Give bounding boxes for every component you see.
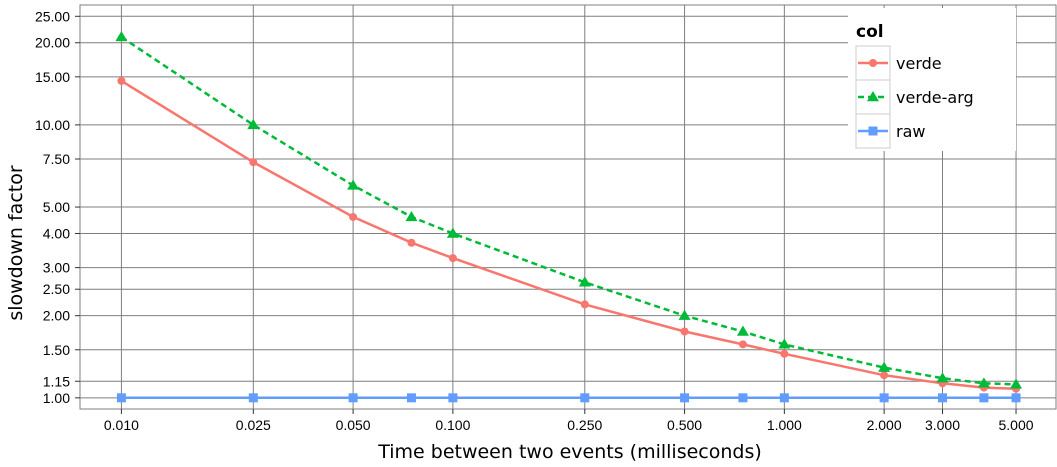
data-point-verde-arg <box>405 210 418 222</box>
data-point-raw <box>116 393 126 403</box>
series-raw <box>116 393 1021 403</box>
data-point-verde-arg <box>115 30 128 42</box>
x-tick-label: 0.500 <box>667 417 702 433</box>
data-point-raw <box>580 393 590 403</box>
legend-key-marker <box>869 59 877 67</box>
y-axis-ticks: 1.001.15 1.50 2.00 2.50 3.00 4.00 5.00 7.50 10.0… <box>35 8 80 406</box>
y-tick-label: 2.00 <box>43 308 70 324</box>
y-tick-label: 5.00 <box>43 199 70 215</box>
legend-item-verde: verde <box>855 45 942 81</box>
data-point-verde-arg <box>347 179 360 190</box>
x-tick-label: 5.000 <box>999 417 1034 433</box>
data-point-verde-arg <box>778 338 791 349</box>
legend-label: raw <box>896 122 925 141</box>
data-point-raw <box>348 393 358 403</box>
legend-title: col <box>856 22 884 42</box>
x-tick-label: 0.025 <box>236 417 271 433</box>
y-axis-title: slowdown factor <box>5 165 27 321</box>
x-tick-label: 0.250 <box>567 417 602 433</box>
y-tick-label: 10.00 <box>35 117 70 133</box>
data-point-raw <box>879 393 889 403</box>
data-point-raw <box>779 393 789 403</box>
data-point-verde <box>680 327 689 336</box>
x-tick-label: 2.000 <box>867 417 902 433</box>
x-tick-label: 1.000 <box>767 417 802 433</box>
y-tick-label: 1.50 <box>43 342 70 358</box>
legend-key-marker <box>868 126 878 136</box>
y-tick-label: 15.00 <box>35 69 70 85</box>
legend-item-verde-arg: verde-arg <box>855 79 974 115</box>
y-tick-label: 3.00 <box>43 260 70 276</box>
data-point-verde <box>117 76 126 85</box>
data-point-verde-arg <box>977 377 990 388</box>
data-point-raw <box>979 393 989 403</box>
legend: col verde verde-arg raw <box>848 8 1016 151</box>
data-point-raw <box>680 393 690 403</box>
data-point-verde-arg <box>736 325 749 336</box>
data-point-verde <box>738 340 747 349</box>
x-tick-label: 3.000 <box>925 417 960 433</box>
data-point-verde-arg <box>446 227 459 238</box>
data-point-verde-arg <box>578 276 591 287</box>
data-point-verde <box>580 300 589 309</box>
data-point-verde-arg <box>1010 378 1023 389</box>
data-point-raw <box>248 393 258 403</box>
data-point-verde-arg <box>878 361 891 372</box>
x-tick-label: 0.100 <box>435 417 470 433</box>
data-point-verde <box>780 349 789 358</box>
data-point-raw <box>448 393 458 403</box>
x-axis-title: Time between two events (milliseconds) <box>377 441 762 463</box>
data-point-raw <box>1011 393 1021 403</box>
legend-label: verde <box>896 54 942 73</box>
data-point-raw <box>738 393 748 403</box>
y-tick-label: 1.00 <box>43 390 70 406</box>
x-tick-label: 0.010 <box>104 417 139 433</box>
legend-label: verde-arg <box>896 88 974 107</box>
series-layer <box>115 30 1023 403</box>
data-point-verde <box>249 158 258 167</box>
y-tick-label: 20.00 <box>35 35 70 51</box>
x-tick-label: 0.050 <box>336 417 371 433</box>
data-point-verde-arg <box>678 309 691 320</box>
y-tick-label: 1.15 <box>43 373 70 389</box>
y-tick-label: 25.00 <box>35 8 70 24</box>
y-tick-label: 2.50 <box>43 281 70 297</box>
data-point-verde-arg <box>247 118 260 130</box>
series-verde-arg <box>115 30 1023 389</box>
legend-key-marker <box>867 91 879 102</box>
data-point-verde-arg <box>936 372 949 383</box>
data-point-raw <box>937 393 947 403</box>
x-axis-ticks: 0.010 0.025 0.050 0.100 0.250 0.500 1.000 2.000… <box>104 409 1034 433</box>
y-tick-label: 4.00 <box>43 226 70 242</box>
y-tick-label: 7.50 <box>43 151 70 167</box>
data-point-verde <box>880 371 889 380</box>
legend-item-raw: raw <box>855 113 925 149</box>
data-point-raw <box>406 393 416 403</box>
data-point-verde <box>407 238 416 247</box>
series-verde <box>117 76 1021 393</box>
data-point-verde <box>349 212 358 221</box>
data-point-verde <box>448 254 457 263</box>
